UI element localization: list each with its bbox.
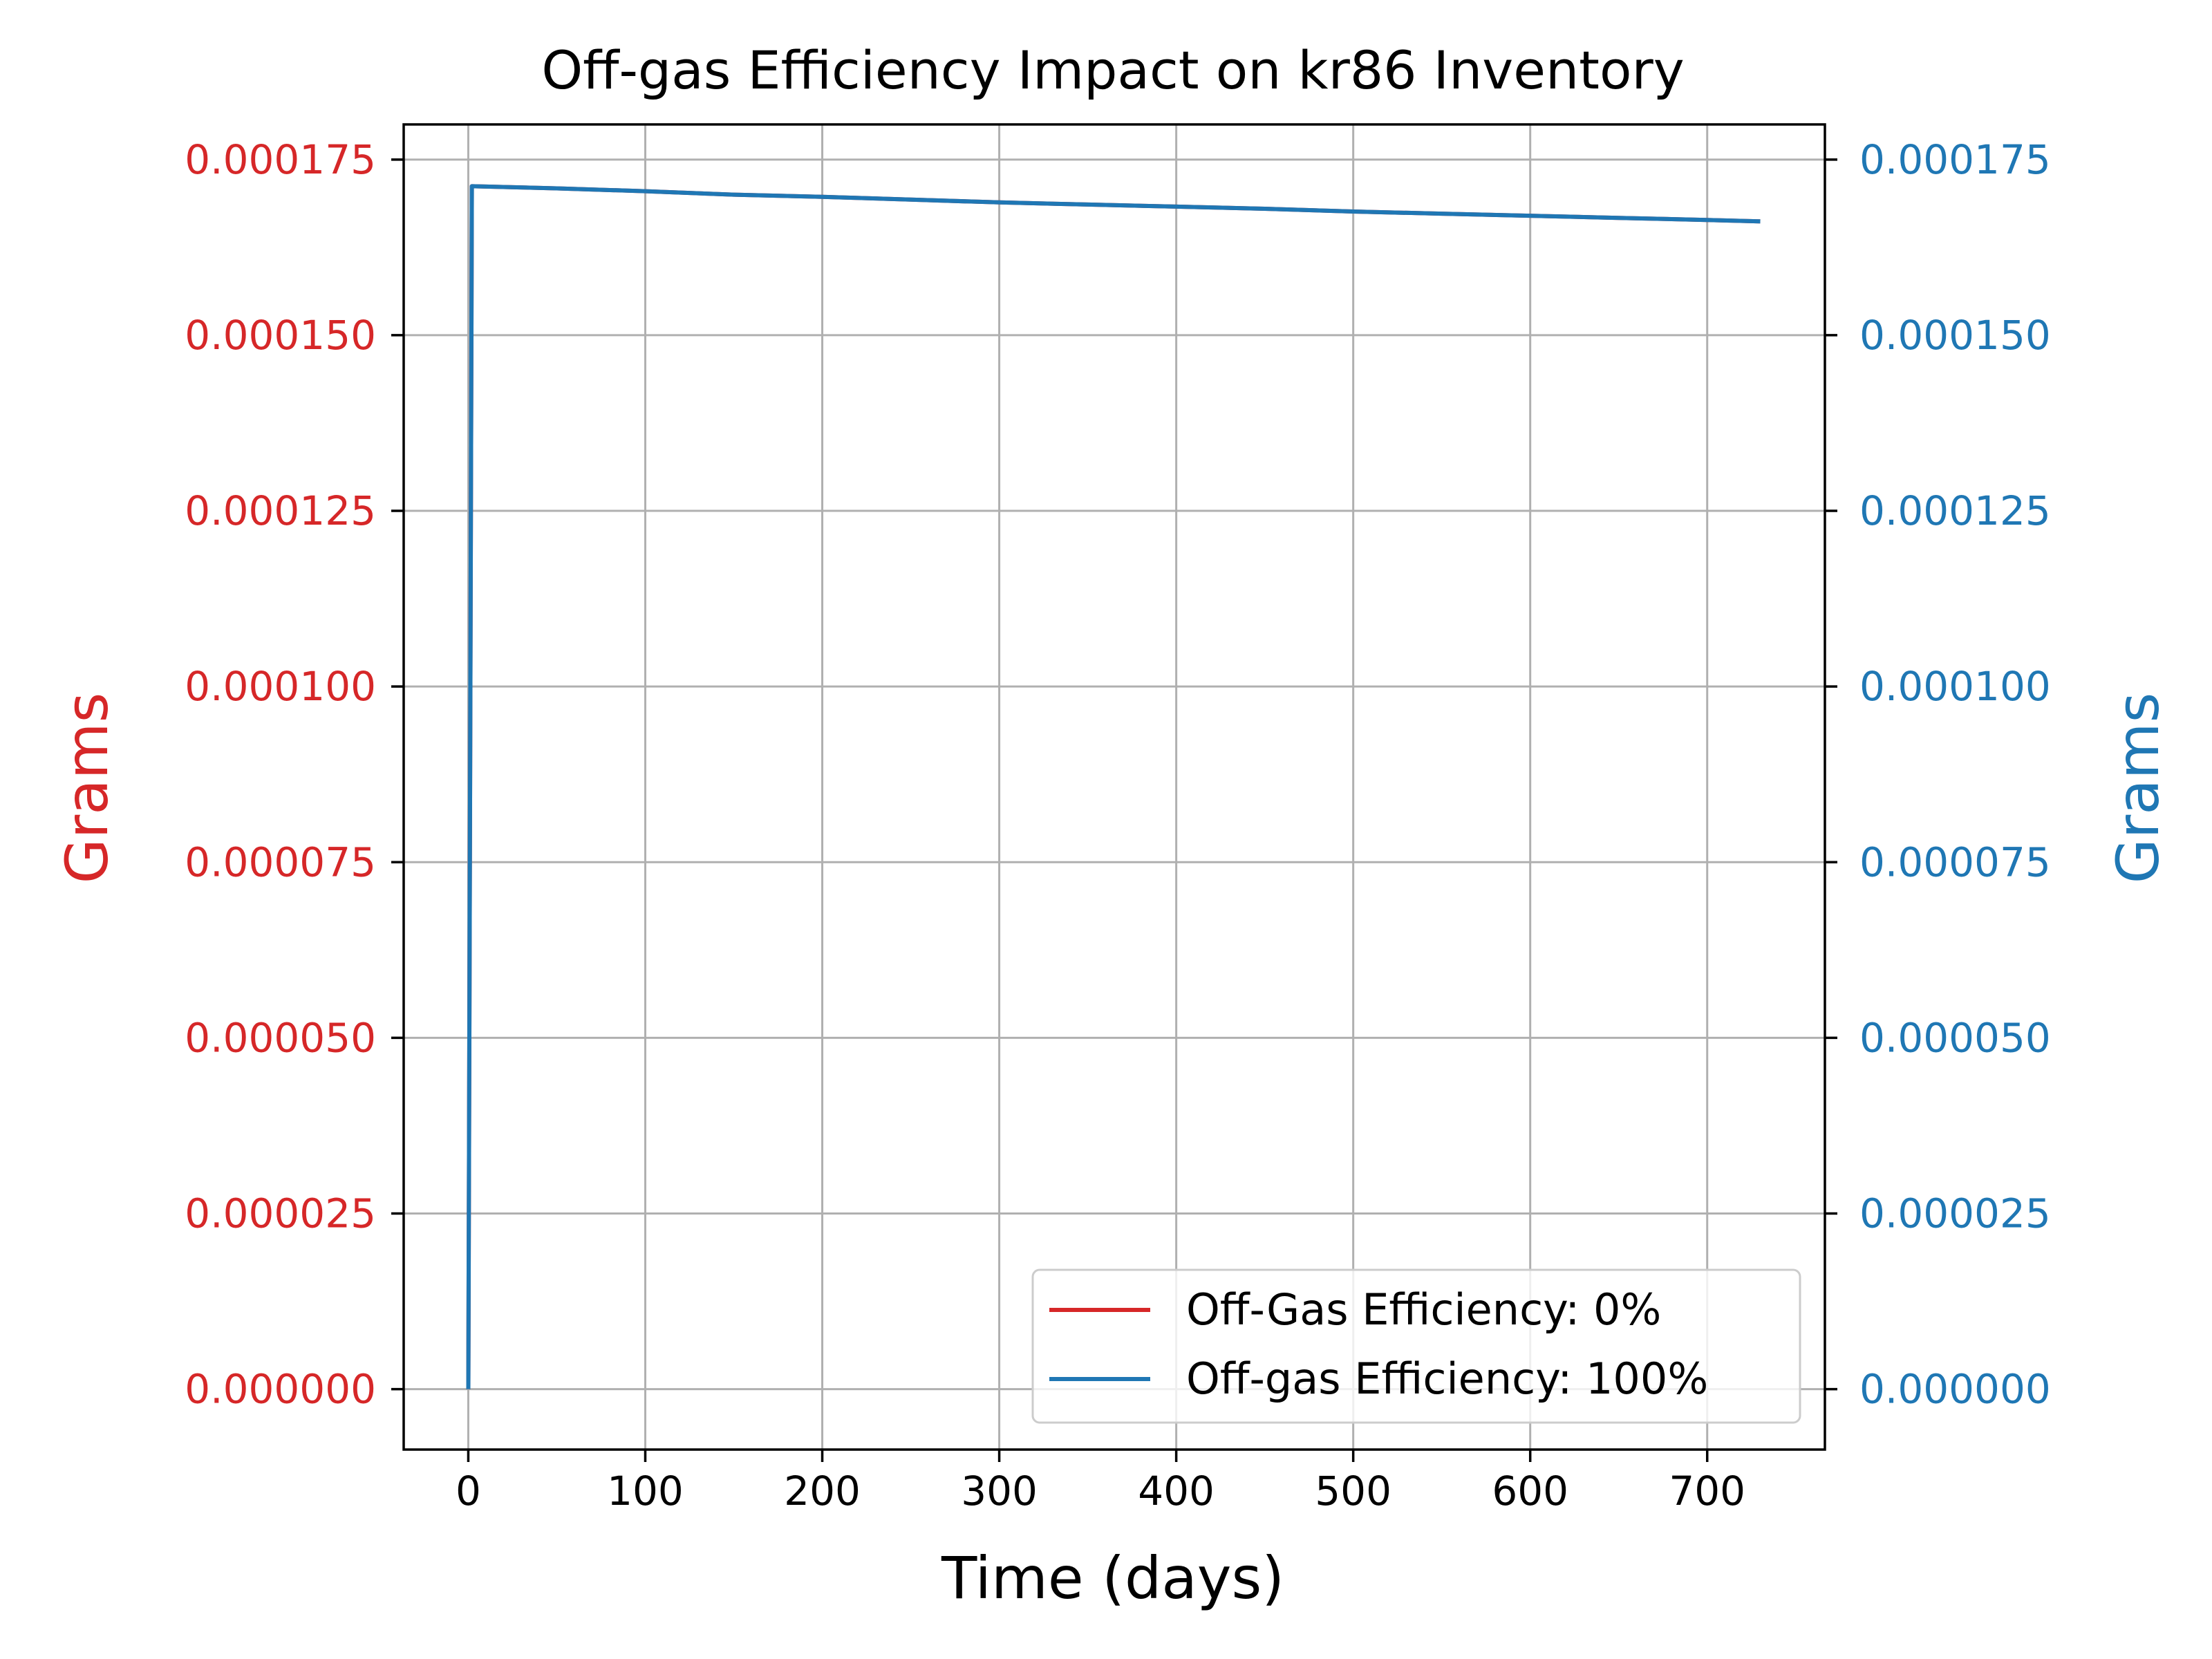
x-tick-label: 400 <box>1138 1468 1215 1515</box>
right-y-tick-label: 0.000075 <box>1859 838 2051 885</box>
left-y-tick-label: 0.000150 <box>185 312 376 359</box>
legend: Off-Gas Efficiency: 0% Off-gas Efficienc… <box>1031 1268 1801 1424</box>
left-y-tick-label: 0.000000 <box>185 1366 376 1413</box>
left-y-tick-label: 0.000100 <box>185 663 376 710</box>
left-y-tick-label: 0.000075 <box>185 838 376 885</box>
grid <box>404 124 1825 1450</box>
right-y-axis-label: Grams <box>2104 693 2172 884</box>
x-tick-label: 500 <box>1315 1468 1391 1515</box>
x-tick-label: 300 <box>961 1468 1038 1515</box>
left-y-tick-label: 0.000025 <box>185 1190 376 1237</box>
x-tick-label: 100 <box>607 1468 684 1515</box>
legend-label-1: Off-gas Efficiency: 100% <box>1186 1353 1708 1404</box>
x-tick-label: 0 <box>456 1468 481 1515</box>
x-tick-label: 600 <box>1492 1468 1568 1515</box>
left-y-axis-label: Grams <box>53 693 121 884</box>
right-y-tick-label: 0.000025 <box>1859 1190 2051 1237</box>
right-y-tick-label: 0.000000 <box>1859 1366 2051 1413</box>
right-y-tick-label: 0.000150 <box>1859 312 2051 359</box>
right-axis: 0.000000 0.000025 0.000050 0.000075 0.000100… <box>1825 136 2051 1413</box>
x-tick-label: 700 <box>1669 1468 1745 1515</box>
left-y-tick-label: 0.000125 <box>185 487 376 534</box>
chart-title: Off-gas Efficiency Impact on kr86 Invent… <box>541 39 1684 101</box>
series-layer <box>466 184 1761 1389</box>
legend-label-0: Off-Gas Efficiency: 0% <box>1186 1284 1661 1335</box>
legend-box <box>1031 1268 1801 1424</box>
right-y-tick-label: 0.000175 <box>1859 136 2051 183</box>
series-line-1 <box>466 184 1761 1389</box>
left-y-tick-label: 0.000050 <box>185 1014 376 1061</box>
x-tick-label: 200 <box>784 1468 861 1515</box>
right-y-tick-label: 0.000050 <box>1859 1014 2051 1061</box>
right-y-tick-label: 0.000100 <box>1859 663 2051 710</box>
plot-frame <box>402 123 1826 1451</box>
left-y-tick-label: 0.000175 <box>185 136 376 183</box>
right-y-tick-label: 0.000125 <box>1859 487 2051 534</box>
x-axis-label: Time (days) <box>941 1544 1284 1612</box>
x-axis: 0 100 200 300 400 500 600 700 <box>456 1450 1745 1515</box>
left-axis: 0.000000 0.000025 0.000050 0.000075 0.000100… <box>185 136 404 1413</box>
